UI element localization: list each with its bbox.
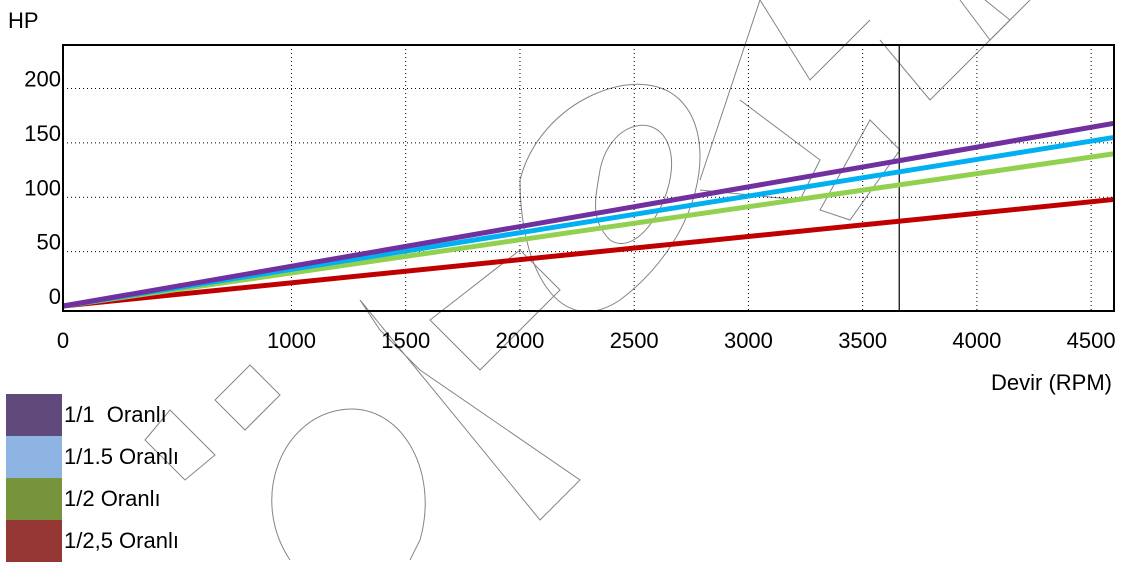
legend-swatch <box>6 394 62 436</box>
y-tick-labels: 0 50 100 150 200 <box>24 67 61 310</box>
legend-label: 1/1.5 Oranlı <box>64 444 179 469</box>
y-tick-label: 150 <box>24 121 61 146</box>
x-tick-label: 3000 <box>724 328 773 353</box>
series-line <box>62 151 1115 309</box>
series-line <box>62 196 1115 309</box>
x-tick-label: 4500 <box>1067 328 1116 353</box>
legend: 1/1 Oranlı 1/1.5 Oranlı 1/2 Oranlı 1/2,5… <box>6 394 179 562</box>
x-tick-labels: 0 1000 1500 2000 2500 3000 3500 4000 4500 <box>57 328 1116 353</box>
legend-item-1-2: 1/2 Oranlı <box>6 478 179 520</box>
y-tick-label: 0 <box>49 284 61 309</box>
x-tick-label: 1000 <box>267 328 316 353</box>
watermark <box>144 0 1031 560</box>
plot-frame <box>62 44 1115 312</box>
legend-item-1-2.5: 1/2,5 Oranlı <box>6 520 179 562</box>
y-tick-label: 100 <box>24 175 61 200</box>
y-tick-label: 50 <box>37 230 61 255</box>
x-tick-label: 4000 <box>952 328 1001 353</box>
y-tick-label: 200 <box>24 67 61 92</box>
series-group <box>62 120 1115 309</box>
legend-swatch <box>6 478 62 520</box>
grid <box>63 45 1114 311</box>
x-tick-label: 2500 <box>610 328 659 353</box>
legend-swatch <box>6 436 62 478</box>
legend-swatch <box>6 520 62 562</box>
x-tick-label: 1500 <box>381 328 430 353</box>
legend-label: 1/2,5 Oranlı <box>64 528 179 553</box>
x-tick-label: 2000 <box>495 328 544 353</box>
legend-label: 1/1 Oranlı <box>64 402 167 427</box>
series-line <box>62 120 1115 309</box>
legend-item-1-1: 1/1 Oranlı <box>6 394 179 436</box>
y-axis-title: HP <box>8 8 39 33</box>
x-axis-title: Devir (RPM) <box>991 370 1112 395</box>
x-tick-label: 3500 <box>838 328 887 353</box>
x-tick-label: 0 <box>57 328 69 353</box>
legend-item-1-1.5: 1/1.5 Oranlı <box>6 436 179 478</box>
legend-label: 1/2 Oranlı <box>64 486 161 511</box>
